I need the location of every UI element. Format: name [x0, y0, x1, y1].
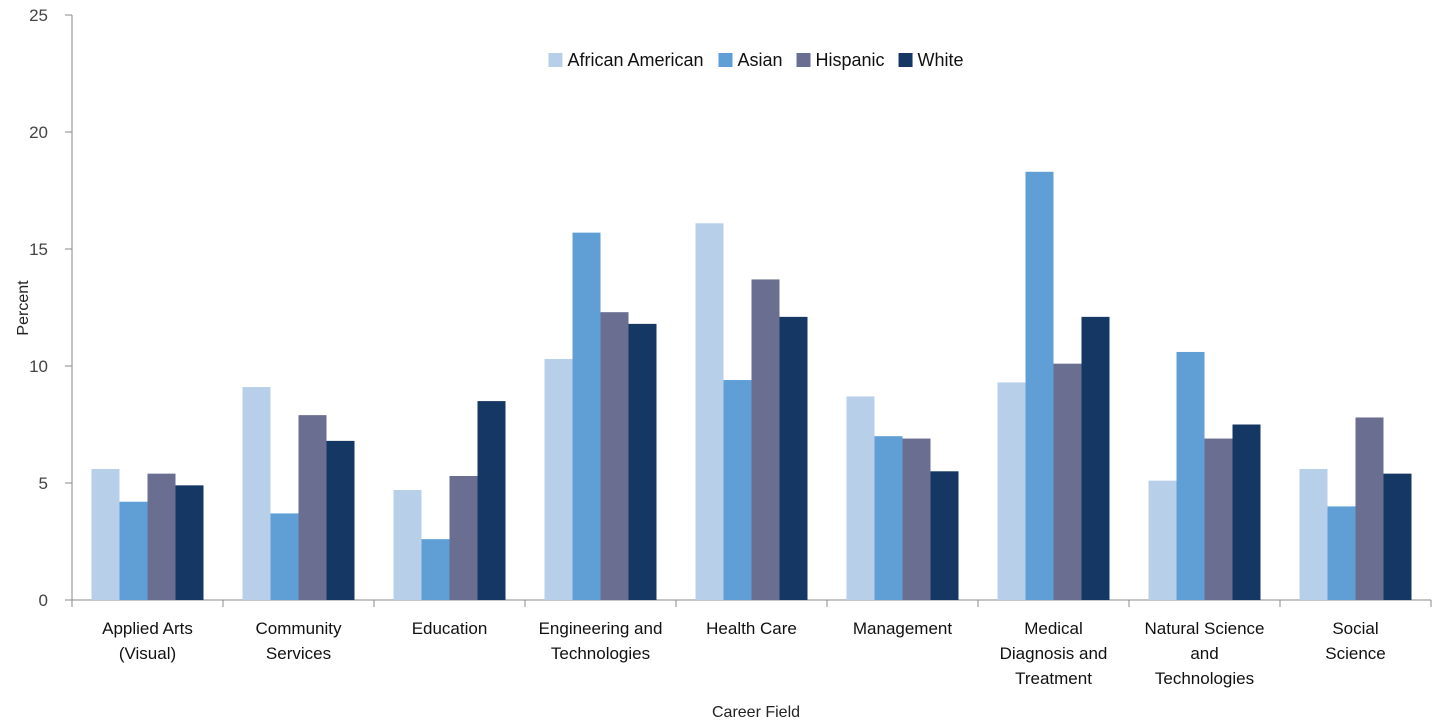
bar — [421, 539, 450, 600]
legend-label: African American — [567, 50, 703, 70]
x-category-label-line: Diagnosis and — [1000, 644, 1108, 663]
bar — [723, 380, 752, 600]
bar — [1355, 417, 1384, 600]
bar — [1232, 424, 1261, 600]
bar — [326, 440, 355, 600]
y-tick-label: 5 — [39, 474, 48, 493]
x-category-label-line: Applied Arts — [102, 619, 193, 638]
bar — [695, 223, 724, 600]
bar — [1327, 506, 1356, 600]
bar — [270, 513, 299, 600]
bar — [997, 382, 1026, 600]
legend-swatch — [718, 53, 733, 67]
legend-label: Hispanic — [816, 50, 885, 70]
x-category-label: Engineering and Technologies — [539, 619, 663, 663]
y-axis: 0 5 10 15 20 25 — [29, 6, 73, 610]
x-category-label-line: Medical — [1024, 619, 1083, 638]
x-category-label-line: Social — [1332, 619, 1378, 638]
legend-swatch — [548, 53, 563, 67]
x-category-label-line: Science — [1325, 644, 1385, 663]
x-category-label-line: Natural Science — [1144, 619, 1264, 638]
bar — [1148, 480, 1177, 600]
x-category-label: Applied Arts (Visual) — [102, 619, 193, 663]
x-category-label-line: Services — [266, 644, 331, 663]
legend-label: White — [918, 50, 964, 70]
legend: African American Asian Hispanic White — [548, 50, 964, 70]
bar — [147, 473, 176, 600]
x-category-label: Education — [412, 619, 488, 638]
x-category-label-line: Technologies — [1155, 669, 1254, 688]
legend-swatch — [796, 53, 811, 67]
bar — [572, 232, 601, 600]
bar — [874, 436, 903, 600]
bar — [628, 323, 657, 600]
y-tick-label: 0 — [39, 591, 48, 610]
x-axis: Applied Arts (Visual) Community Services Edu… — [71, 599, 1432, 688]
bar — [1204, 438, 1233, 600]
legend-swatch — [898, 53, 913, 67]
x-category-label-line: Technologies — [551, 644, 650, 663]
x-category-label-line: Engineering and — [539, 619, 663, 638]
bar — [119, 501, 148, 600]
bar — [600, 312, 629, 600]
bar — [477, 401, 506, 600]
y-tick-label: 15 — [29, 240, 48, 259]
bar — [298, 415, 327, 600]
x-category-label-line: Treatment — [1015, 669, 1092, 688]
x-category-label: Community Services — [256, 619, 342, 663]
legend-label: Asian — [737, 50, 782, 70]
bar — [779, 316, 808, 600]
bar — [544, 358, 573, 600]
bar — [175, 485, 204, 600]
x-category-label: Social Science — [1325, 619, 1385, 663]
bar — [1383, 473, 1412, 600]
bar — [1081, 316, 1110, 600]
bar — [1176, 351, 1205, 600]
x-axis-title: Career Field — [712, 704, 800, 721]
bar — [930, 471, 959, 600]
bar — [751, 279, 780, 600]
x-category-label-line: Community — [256, 619, 342, 638]
x-category-label-line: (Visual) — [119, 644, 176, 663]
x-category-label-line: Management — [853, 619, 953, 638]
bar — [91, 468, 120, 600]
bar — [393, 490, 422, 600]
x-category-label-line: and — [1190, 644, 1218, 663]
x-category-label: Health Care — [706, 619, 797, 638]
bar — [1053, 363, 1082, 600]
y-axis-title: Percent — [15, 280, 32, 336]
x-category-label-line: Education — [412, 619, 488, 638]
bar — [902, 438, 931, 600]
y-tick-label: 10 — [29, 357, 48, 376]
y-tick-label: 20 — [29, 123, 48, 142]
x-category-label-line: Health Care — [706, 619, 797, 638]
bars — [91, 171, 1412, 600]
x-category-label: Medical Diagnosis and Treatment — [1000, 619, 1108, 688]
y-tick-label: 25 — [29, 6, 48, 25]
x-category-label: Management — [853, 619, 953, 638]
bar — [846, 396, 875, 600]
bar — [1025, 171, 1054, 600]
x-category-label: Natural Science and Technologies — [1144, 619, 1264, 688]
bar — [242, 387, 271, 600]
bar — [1299, 468, 1328, 600]
bar — [449, 475, 478, 600]
